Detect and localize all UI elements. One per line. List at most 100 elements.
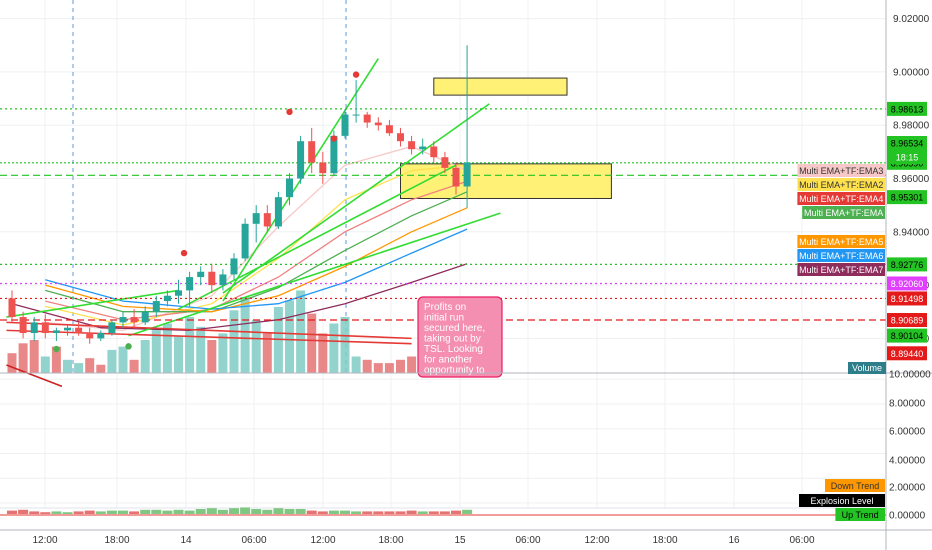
grid — [0, 0, 886, 508]
candle-body — [75, 327, 83, 334]
series-tag-label: Multi EMA+TF:EMA2 — [799, 180, 883, 190]
volume-bar — [96, 364, 106, 373]
time-tick-label: 15 — [454, 535, 466, 546]
volume-bar — [240, 297, 250, 373]
candle-body — [297, 141, 305, 179]
volume-label: Volume — [852, 363, 882, 373]
candle-body — [463, 162, 471, 187]
note-line: TSL. Looking — [424, 344, 483, 355]
price-tag-bg — [887, 257, 927, 272]
indicator-bar — [251, 509, 262, 514]
indicator-bar — [406, 510, 417, 514]
candle-body — [8, 298, 16, 318]
price-tag-bg — [887, 291, 927, 306]
price-tag-label: 8.95301 — [891, 193, 924, 203]
series-tag-label: Multi EMA+TF:EMA6 — [799, 251, 883, 261]
volume-bar — [329, 323, 339, 373]
indicator-tag-label: Up Trend — [842, 510, 879, 520]
candle-body — [363, 114, 371, 123]
price-tick-label: 9.00000 — [893, 67, 930, 78]
time-tick-label: 06:00 — [241, 535, 266, 546]
volume-bar — [162, 323, 172, 373]
volume-bar — [107, 349, 117, 373]
trend-line[interactable] — [6, 321, 412, 340]
series-tag: Multi EMA+TF:EMA6 — [797, 249, 885, 262]
price-tag: 8.89440 — [887, 346, 927, 361]
candle-body — [430, 146, 438, 158]
candle-body — [408, 141, 416, 150]
indicator-tags: Down Trend Explosion Level Up Trend — [799, 479, 885, 521]
axis-panel — [886, 0, 932, 550]
indicator-bar — [229, 508, 239, 514]
price-tag: 8.92060 — [887, 276, 927, 291]
volume-bar — [85, 358, 95, 373]
signal-marker-sell — [352, 71, 360, 78]
volume-tick-label: 6.00000 — [889, 427, 926, 438]
indicator-tag: Down Trend — [825, 479, 885, 492]
note-line: initial run — [424, 313, 464, 324]
indicator-bar — [140, 509, 151, 514]
price-tags: 8.986138.965908.9653418:158.953018.92776… — [887, 101, 927, 361]
volume-bars — [7, 290, 472, 373]
time-tick-label: 12:00 — [310, 535, 335, 546]
candle-body — [152, 301, 160, 312]
candle-body — [41, 322, 49, 334]
price-tag-label: 8.98613 — [891, 104, 924, 114]
highlight-box[interactable] — [433, 77, 568, 96]
note-line: taking out by — [424, 334, 481, 345]
volume-bar — [63, 359, 72, 373]
indicator-bar — [173, 509, 184, 514]
indicator-bar — [151, 509, 162, 514]
volume-label-tag: Volume — [848, 362, 886, 374]
indicator-bar — [384, 511, 395, 514]
candle-body — [119, 317, 127, 323]
trend-line[interactable] — [128, 212, 501, 337]
price-tag: 8.90104 — [887, 328, 927, 343]
candle-body — [341, 114, 349, 136]
candle-body — [186, 277, 194, 291]
signal-marker-buy — [125, 343, 132, 350]
highlight-box[interactable] — [400, 163, 612, 199]
volume-bar — [174, 336, 183, 373]
price-tick-label: 9.02000 — [893, 14, 930, 25]
indicator-bar — [340, 510, 350, 514]
price-tag-bg — [887, 276, 927, 291]
candle-body — [197, 271, 205, 278]
trend-line[interactable] — [6, 289, 179, 318]
candle-body — [219, 274, 227, 286]
indicator-bar — [328, 510, 339, 514]
indicator-bar — [451, 510, 461, 514]
indicator-bar — [373, 511, 384, 514]
volume-bar — [318, 333, 328, 373]
indicator-bar — [317, 511, 328, 514]
candle-body — [208, 271, 216, 286]
indicator-bars — [7, 507, 473, 514]
series-tag-label: Multi EMA+TF:EMA7 — [799, 265, 883, 275]
trend-line[interactable] — [222, 103, 490, 294]
indicator-bar — [206, 508, 217, 514]
trend-line[interactable] — [6, 329, 412, 345]
price-tag-label: 8.92060 — [891, 279, 924, 289]
price-tick-label: 8.98000 — [893, 121, 930, 132]
price-tag: 8.98613 — [887, 101, 927, 116]
indicator-tag-bg — [825, 479, 885, 492]
series-tag: Multi EMA+TF:EMA — [802, 206, 885, 219]
candle-body — [97, 333, 105, 339]
volume-bar — [251, 320, 261, 373]
candle-body — [397, 133, 404, 142]
trend-line[interactable] — [6, 364, 63, 388]
candle-body — [374, 122, 382, 126]
time-axis: 12:00 18:00 14 06:00 12:00 18:00 15 06:00 12:00 1… — [32, 535, 814, 546]
indicator-bar — [217, 509, 228, 514]
volume-bar — [384, 363, 394, 373]
candle-body — [19, 317, 27, 334]
indicator-bar — [195, 509, 206, 514]
candle-body — [252, 213, 260, 224]
indicator-tag: Explosion Level — [799, 494, 885, 507]
time-tick-label: 18:00 — [378, 535, 403, 546]
volume-bar — [40, 356, 50, 373]
indicator-bar — [51, 511, 62, 514]
price-tag-label: 8.90104 — [891, 331, 924, 341]
